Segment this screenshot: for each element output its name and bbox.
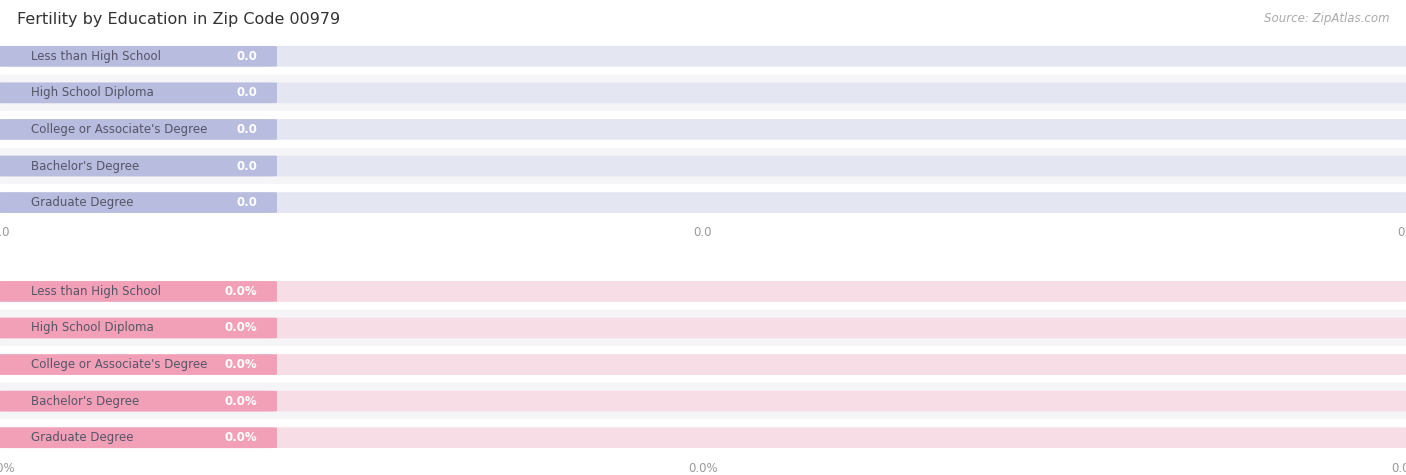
FancyBboxPatch shape xyxy=(0,83,1406,103)
Text: High School Diploma: High School Diploma xyxy=(31,322,153,334)
FancyBboxPatch shape xyxy=(0,318,277,338)
Text: 0.0%: 0.0% xyxy=(225,358,257,371)
Text: Bachelor's Degree: Bachelor's Degree xyxy=(31,395,139,408)
FancyBboxPatch shape xyxy=(0,428,1406,448)
Text: Less than High School: Less than High School xyxy=(31,285,160,298)
Text: 0.0: 0.0 xyxy=(236,196,257,209)
Text: College or Associate's Degree: College or Associate's Degree xyxy=(31,123,207,136)
FancyBboxPatch shape xyxy=(0,83,277,103)
FancyBboxPatch shape xyxy=(0,354,1406,375)
FancyBboxPatch shape xyxy=(0,46,1406,66)
FancyBboxPatch shape xyxy=(0,354,277,375)
Text: 0.0: 0.0 xyxy=(236,86,257,99)
FancyBboxPatch shape xyxy=(0,428,277,448)
FancyBboxPatch shape xyxy=(0,156,277,176)
Text: Source: ZipAtlas.com: Source: ZipAtlas.com xyxy=(1264,12,1389,25)
Text: 0.0%: 0.0% xyxy=(225,285,257,298)
Bar xyxy=(0,346,1406,383)
Text: 0.0%: 0.0% xyxy=(225,322,257,334)
Bar xyxy=(0,148,1406,184)
Bar xyxy=(0,111,1406,148)
Bar xyxy=(0,38,1406,75)
FancyBboxPatch shape xyxy=(0,119,1406,140)
Bar xyxy=(0,383,1406,419)
Text: Graduate Degree: Graduate Degree xyxy=(31,196,134,209)
FancyBboxPatch shape xyxy=(0,391,277,411)
FancyBboxPatch shape xyxy=(0,46,277,66)
Bar xyxy=(0,75,1406,111)
FancyBboxPatch shape xyxy=(0,192,277,213)
FancyBboxPatch shape xyxy=(0,119,277,140)
Bar xyxy=(0,419,1406,456)
FancyBboxPatch shape xyxy=(0,156,1406,176)
Text: College or Associate's Degree: College or Associate's Degree xyxy=(31,358,207,371)
Text: Graduate Degree: Graduate Degree xyxy=(31,431,134,444)
Text: Less than High School: Less than High School xyxy=(31,50,160,63)
FancyBboxPatch shape xyxy=(0,192,1406,213)
FancyBboxPatch shape xyxy=(0,281,1406,302)
FancyBboxPatch shape xyxy=(0,281,277,302)
Text: 0.0: 0.0 xyxy=(236,50,257,63)
FancyBboxPatch shape xyxy=(0,391,1406,411)
Text: High School Diploma: High School Diploma xyxy=(31,86,153,99)
FancyBboxPatch shape xyxy=(0,318,1406,338)
Bar xyxy=(0,310,1406,346)
Text: 0.0: 0.0 xyxy=(236,160,257,172)
Text: Bachelor's Degree: Bachelor's Degree xyxy=(31,160,139,172)
Bar xyxy=(0,184,1406,221)
Text: 0.0: 0.0 xyxy=(236,123,257,136)
Text: Fertility by Education in Zip Code 00979: Fertility by Education in Zip Code 00979 xyxy=(17,12,340,27)
Bar xyxy=(0,273,1406,310)
Text: 0.0%: 0.0% xyxy=(225,431,257,444)
Text: 0.0%: 0.0% xyxy=(225,395,257,408)
